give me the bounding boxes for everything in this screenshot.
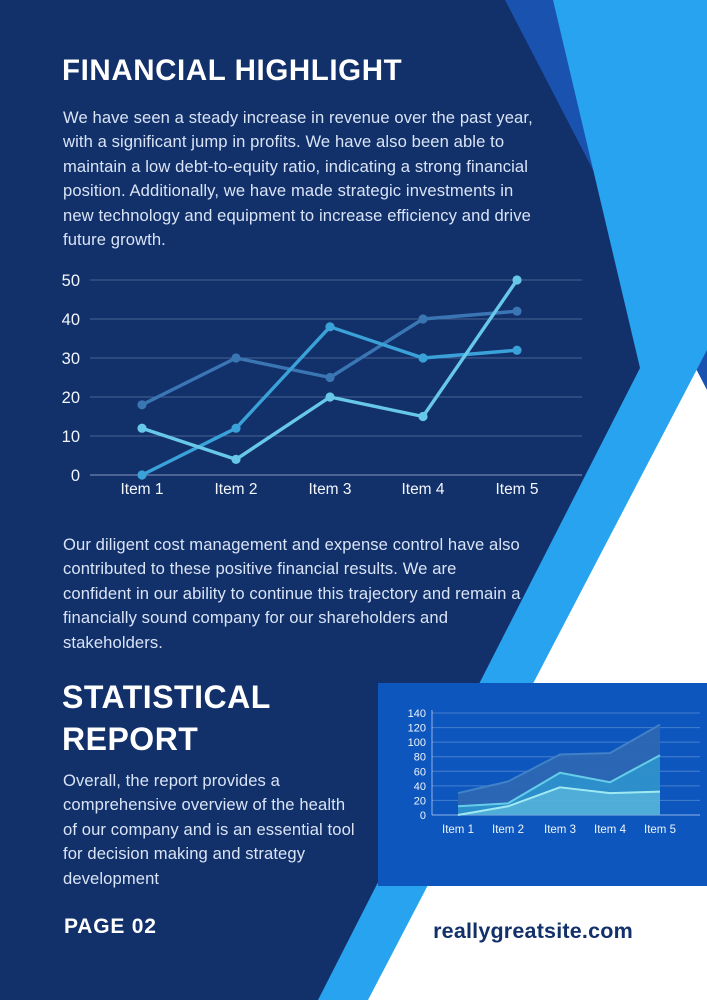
intro-paragraph: We have seen a steady increase in revenu… (63, 108, 533, 249)
x-tick-label: Item 1 (442, 824, 474, 836)
data-point (512, 345, 522, 355)
data-point (418, 411, 428, 422)
series-line (140, 278, 519, 462)
x-tick-label: Item 4 (594, 824, 627, 836)
x-tick-label: Item 2 (492, 824, 524, 836)
data-point (231, 454, 241, 464)
x-tick-label: Item 1 (120, 481, 163, 498)
page-title: FINANCIAL HIGHLIGHT (62, 54, 403, 87)
data-point (418, 314, 428, 324)
statistical-report-paragraph: Overall, the report provides a comprehen… (63, 771, 355, 888)
data-point (512, 275, 522, 285)
statistical-report-title: STATISTICAL REPORT (62, 679, 271, 758)
area-layer (458, 755, 660, 815)
y-tick-label: 20 (414, 795, 426, 807)
website-text: reallygreatsite.com (433, 919, 633, 943)
y-tick-label: 100 (408, 737, 426, 749)
area-boundary-line (457, 723, 661, 795)
data-point (231, 353, 241, 363)
y-tick-label: 20 (62, 389, 80, 407)
data-point (325, 392, 335, 402)
area-boundary-line (457, 754, 661, 808)
data-point (137, 423, 147, 433)
y-tick-label: 50 (62, 272, 80, 290)
y-tick-label: 0 (420, 810, 426, 822)
area-boundary-line (457, 786, 661, 816)
area-layer (458, 724, 660, 807)
area-layer (458, 787, 660, 815)
y-tick-label: 120 (408, 723, 426, 735)
y-tick-label: 10 (62, 428, 80, 446)
y-tick-label: 60 (414, 766, 426, 778)
data-point (231, 423, 241, 433)
x-tick-label: Item 5 (495, 481, 538, 498)
y-tick-label: 30 (62, 350, 80, 368)
data-point (325, 372, 335, 383)
data-point (418, 353, 428, 363)
x-tick-label: Item 3 (544, 824, 576, 836)
x-tick-label: Item 5 (644, 824, 676, 836)
line-chart: 0 10 20 30 40 50 Item 1 Item 2 Item 3 Item 4 Item … (62, 272, 582, 498)
y-tick-label: 0 (71, 467, 80, 485)
y-tick-label: 140 (408, 708, 426, 720)
data-point (512, 306, 522, 316)
azure-ribbon-shape (318, 0, 707, 1000)
x-tick-label: Item 4 (401, 481, 444, 498)
data-point (325, 322, 335, 332)
page-number: PAGE 02 (64, 915, 157, 938)
data-point (137, 470, 147, 480)
data-point (137, 400, 147, 410)
y-tick-label: 80 (414, 752, 426, 764)
line-series-1 (137, 322, 522, 480)
area-chart: 0 20 40 60 80 100 120 140 Item 1 Item 2 Item 3 Item… (408, 708, 700, 836)
x-tick-label: Item 2 (214, 481, 257, 498)
line-series-0 (137, 306, 522, 410)
line-series-2 (137, 275, 522, 464)
y-tick-label: 40 (414, 781, 426, 793)
summary-paragraph: Our diligent cost management and expense… (63, 535, 521, 652)
y-tick-label: 40 (62, 311, 80, 329)
x-tick-label: Item 3 (308, 481, 351, 498)
area-chart-panel: 0 20 40 60 80 100 120 140 Item 1 Item 2 Item 3 Item… (378, 683, 707, 886)
